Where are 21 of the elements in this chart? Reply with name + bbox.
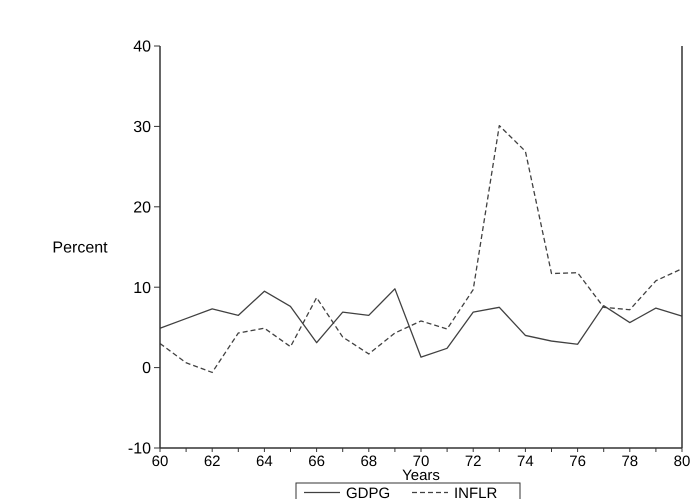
legend-label: INFLR [454, 484, 498, 499]
y-tick-label: 20 [133, 199, 152, 216]
legend-label: GDPG [346, 484, 390, 499]
y-tick-label: 10 [133, 280, 152, 297]
x-tick-label: 74 [517, 453, 534, 470]
x-tick-label: 70 [412, 453, 430, 470]
y-tick-label: 40 [133, 38, 152, 56]
y-tick-label: 30 [133, 119, 152, 136]
x-tick-label: 78 [621, 453, 638, 470]
x-tick-label: 64 [256, 453, 273, 470]
x-tick-label: 60 [152, 453, 168, 470]
y-tick-label: -10 [128, 440, 152, 458]
y-axis-title: Percent [52, 240, 108, 257]
x-axis-title: Years [402, 467, 440, 484]
x-tick-label: 80 [674, 453, 690, 470]
x-tick-label: 76 [569, 453, 586, 470]
x-tick-label: 72 [464, 453, 482, 470]
y-tick-label: 0 [142, 360, 152, 378]
x-tick-label: 66 [308, 453, 325, 470]
x-tick-label: 68 [360, 453, 378, 470]
x-tick-label: 62 [204, 453, 221, 470]
